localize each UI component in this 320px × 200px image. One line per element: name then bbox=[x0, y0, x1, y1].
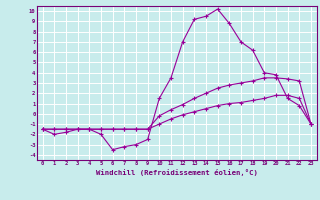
X-axis label: Windchill (Refroidissement éolien,°C): Windchill (Refroidissement éolien,°C) bbox=[96, 169, 258, 176]
